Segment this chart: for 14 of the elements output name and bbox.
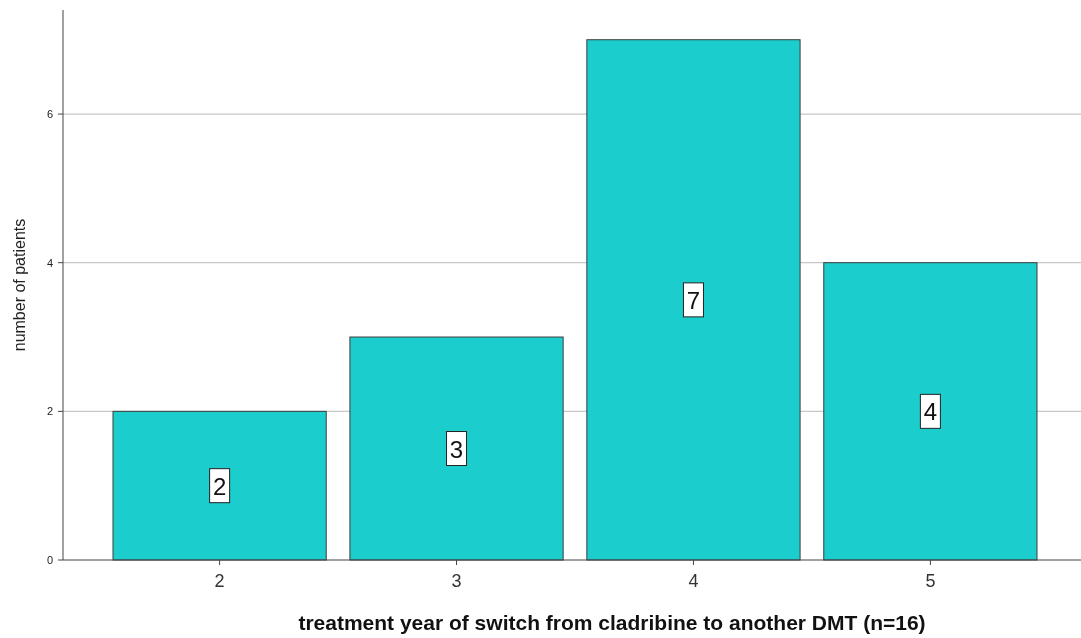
y-tick-label: 4 <box>46 256 53 269</box>
x-tick-label: 3 <box>451 571 462 591</box>
y-tick-label: 2 <box>46 405 53 418</box>
data-label: 2 <box>212 472 227 500</box>
data-label: 7 <box>686 286 701 314</box>
y-tick-label: 0 <box>46 554 53 566</box>
x-tick-label: 2 <box>214 571 225 591</box>
x-tick-label: 4 <box>688 571 699 591</box>
x-axis-title: treatment year of switch from cladribine to another DMT (n=16) <box>298 611 926 634</box>
data-label: 3 <box>449 435 464 463</box>
y-tick-label: 6 <box>46 108 53 121</box>
y-axis-title: number of patients <box>11 218 28 352</box>
data-label: 4 <box>923 398 938 426</box>
x-tick-label: 5 <box>925 571 936 591</box>
